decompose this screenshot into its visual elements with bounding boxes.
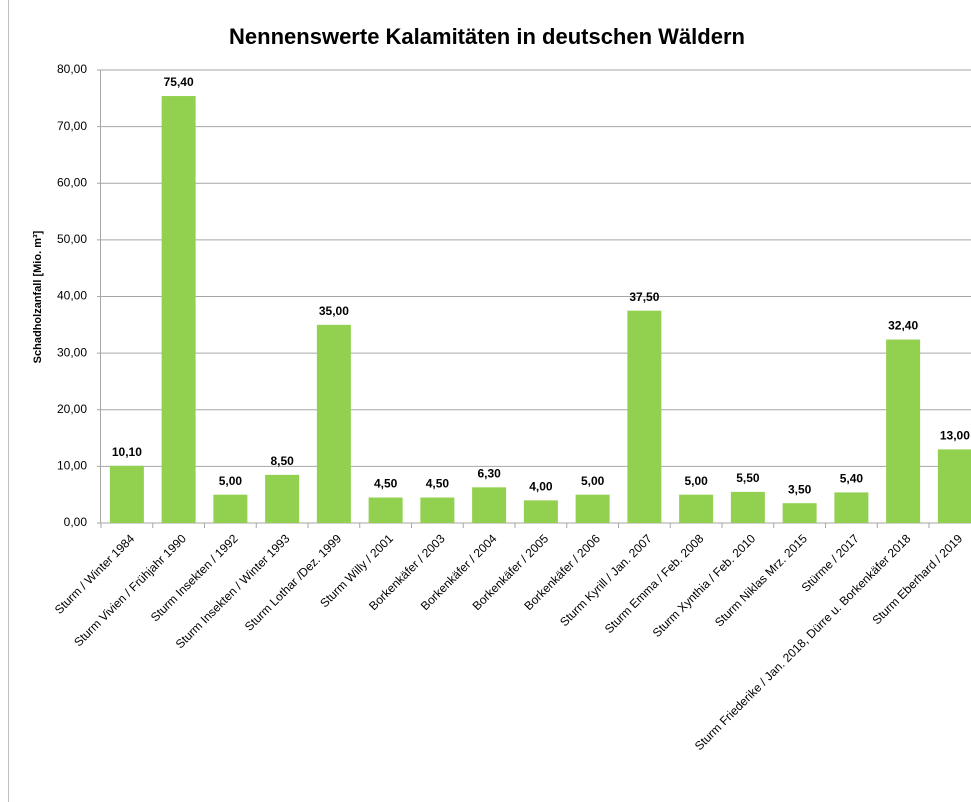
bar <box>627 310 662 523</box>
value-label: 6,30 <box>477 466 501 480</box>
y-tick-label: 80,00 <box>57 62 87 76</box>
value-label: 5,50 <box>736 471 760 485</box>
value-label: 5,00 <box>581 474 605 488</box>
bar <box>730 491 765 523</box>
value-label: 3,50 <box>788 482 812 496</box>
y-tick-label: 70,00 <box>57 119 87 133</box>
bar <box>523 500 558 523</box>
y-tick-label: 30,00 <box>57 345 87 359</box>
value-label: 5,40 <box>840 472 864 486</box>
bar <box>161 96 196 524</box>
value-label: 37,50 <box>629 290 659 304</box>
value-label: 8,50 <box>270 454 294 468</box>
value-label: 4,50 <box>374 477 398 491</box>
bar <box>575 494 610 523</box>
bar <box>109 465 144 523</box>
y-tick-label: 60,00 <box>57 175 87 189</box>
bar <box>937 449 971 523</box>
value-label: 10,10 <box>112 445 142 459</box>
bar <box>834 492 869 523</box>
bar <box>420 497 455 523</box>
value-label: 5,00 <box>684 474 708 488</box>
value-label: 35,00 <box>319 304 349 318</box>
bar <box>886 339 921 523</box>
value-label: 75,40 <box>164 75 194 89</box>
y-tick-label: 40,00 <box>57 289 87 303</box>
bar <box>782 503 817 523</box>
bar <box>368 497 403 523</box>
bar <box>265 474 300 523</box>
bar <box>316 324 351 523</box>
y-tick-label: 0,00 <box>64 515 88 529</box>
value-label: 4,50 <box>426 477 450 491</box>
value-label: 13,00 <box>940 429 970 443</box>
y-tick-label: 20,00 <box>57 402 87 416</box>
bar <box>213 494 248 523</box>
y-tick-label: 10,00 <box>57 459 87 473</box>
bar <box>679 494 714 523</box>
y-axis-title: Schadholzanfall [Mio. m³] <box>32 230 44 363</box>
value-label: 5,00 <box>219 474 243 488</box>
value-label: 32,40 <box>888 319 918 333</box>
chart-title: Nennenswerte Kalamitäten in deutschen Wä… <box>229 24 745 49</box>
y-tick-label: 50,00 <box>57 232 87 246</box>
bar <box>472 487 507 523</box>
value-label: 4,00 <box>529 480 553 494</box>
